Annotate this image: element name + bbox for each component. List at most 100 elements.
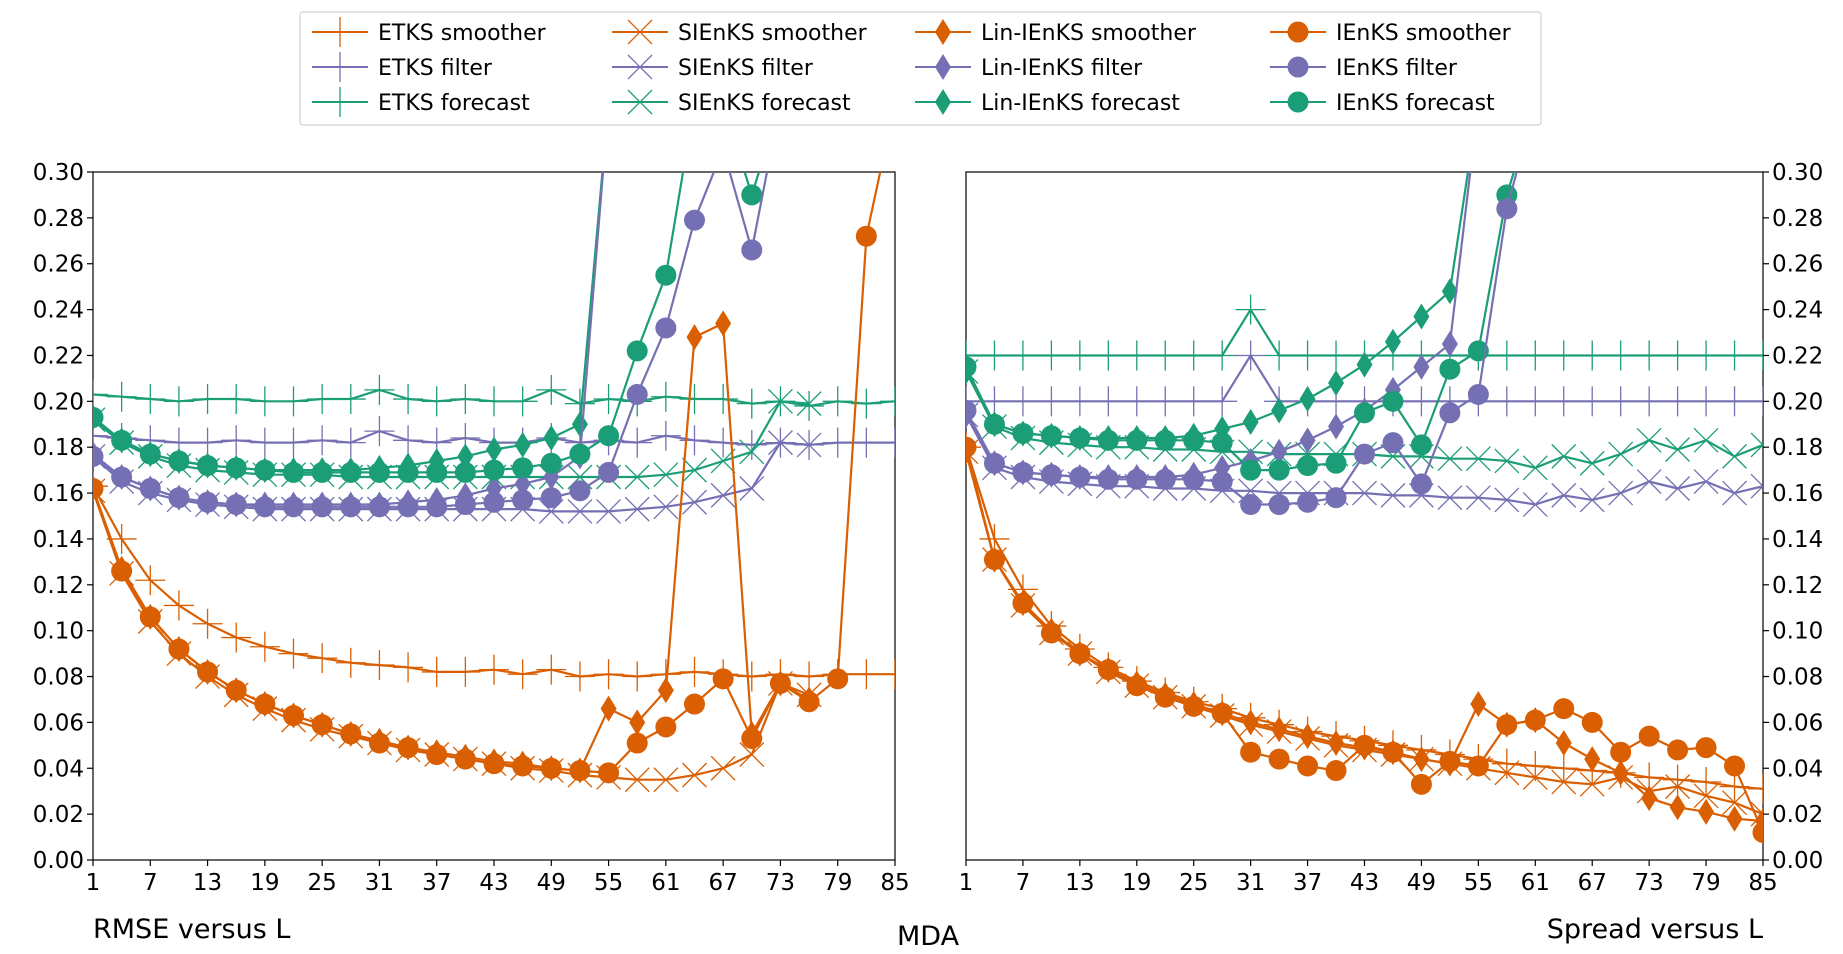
point-sienks-forecast-b <box>796 391 822 417</box>
point-ienks-smoother-shape <box>311 714 333 736</box>
point-ienks-forecast-shape <box>598 425 620 447</box>
point-ienks-smoother-shape <box>769 672 791 694</box>
right-xtick-label: 55 <box>1464 870 1493 896</box>
left-xtick-label: 25 <box>308 870 337 896</box>
point-etks-forecast <box>507 386 538 417</box>
point-etks-smoother <box>679 656 710 687</box>
point-ienks-forecast-shape <box>340 461 362 483</box>
point-sienks-smoother <box>1750 801 1763 827</box>
point-sienks-forecast <box>682 457 707 483</box>
point-ienks-smoother-shape <box>1610 741 1632 763</box>
point-sienks-filter-b <box>567 498 593 524</box>
point-ienks-filter-shape <box>1012 461 1034 483</box>
point-etks-filter <box>1748 386 1763 417</box>
point-etks-forecast <box>736 388 767 419</box>
left-ytick-label: 0.08 <box>33 665 84 691</box>
point-ienks-forecast <box>655 264 677 286</box>
legend-label-lin-ienks-filter: Lin-IEnKS filter <box>981 56 1143 81</box>
point-ienks-smoother-shape <box>283 705 304 727</box>
point-ienks-forecast <box>225 457 247 479</box>
point-ienks-forecast <box>1382 390 1404 412</box>
point-ienks-smoother <box>397 737 419 759</box>
right-ytick-label: 0.26 <box>1772 252 1823 278</box>
point-ienks-smoother-shape <box>1154 686 1176 708</box>
point-ienks-smoother-shape <box>655 716 677 738</box>
point-sienks-forecast-a <box>966 370 979 384</box>
right-ytick-label: 0.20 <box>1772 389 1823 415</box>
point-ienks-filter-shape <box>168 487 190 509</box>
point-etks-filter <box>1121 386 1152 417</box>
point-ienks-filter-shape <box>540 487 562 509</box>
point-sienks-filter-b <box>1722 480 1747 506</box>
series-ienks-smoother <box>93 172 882 784</box>
point-lin-ienks-filter-shape <box>1328 413 1345 440</box>
point-ienks-filter <box>139 477 161 499</box>
left-ytick-label: 0.30 <box>33 160 84 186</box>
legend-entry-sienks-filter: SIEnKS filter <box>612 54 814 81</box>
point-ienks-smoother <box>426 744 448 766</box>
point-ienks-smoother <box>254 693 276 715</box>
point-ienks-filter-shape <box>283 496 304 518</box>
point-sienks-smoother-b <box>624 767 650 793</box>
point-ienks-filter <box>741 239 763 261</box>
point-ienks-filter <box>540 487 562 509</box>
point-etks-smoother <box>536 654 567 685</box>
point-ienks-smoother-shape <box>983 549 1005 571</box>
left-xtick-label: 1 <box>86 870 101 896</box>
point-etks-forecast <box>1605 340 1636 371</box>
point-ienks-forecast-shape <box>311 461 333 483</box>
point-ienks-forecast <box>1325 452 1347 474</box>
point-sienks-filter <box>1551 482 1577 508</box>
rmse-panel: 0.00 0.02 0.04 0.06 0.08 0.10 0.12 0.14 0.16 0.18… <box>33 160 910 896</box>
point-sienks-smoother <box>710 755 736 781</box>
right-xtick-label: 43 <box>1350 870 1379 896</box>
point-sienks-filter <box>1494 487 1520 513</box>
point-ienks-filter <box>512 489 534 511</box>
point-etks-filter <box>278 427 309 458</box>
legend-marker-ienks-forecast <box>1287 91 1309 113</box>
left-ytick-label: 0.04 <box>33 756 84 782</box>
left-xtick-label: 7 <box>143 870 158 896</box>
point-ienks-filter-shape <box>598 461 620 483</box>
point-sienks-smoother-b <box>1693 783 1719 809</box>
point-ienks-filter <box>569 480 591 502</box>
point-ienks-forecast-shape <box>1268 459 1290 481</box>
point-ienks-smoother <box>684 693 705 715</box>
point-lin-ienks-smoother-shape <box>1669 794 1686 821</box>
point-lin-ienks-smoother-shape <box>1328 730 1345 757</box>
point-ienks-smoother <box>1069 643 1091 665</box>
point-ienks-smoother-shape <box>426 744 448 766</box>
point-ienks-smoother-shape <box>1069 643 1091 665</box>
point-etks-filter <box>393 425 424 456</box>
point-etks-forecast <box>163 386 194 417</box>
point-ienks-smoother <box>983 549 1005 571</box>
right-ytick-label: 0.00 <box>1772 848 1823 874</box>
point-ienks-filter <box>340 496 362 518</box>
point-etks-filter <box>822 427 853 458</box>
point-ienks-filter-shape <box>966 400 977 422</box>
point-ienks-forecast <box>1410 434 1432 456</box>
point-ienks-smoother <box>139 606 161 628</box>
right-xtick-label: 7 <box>1016 870 1031 896</box>
point-ienks-filter <box>1154 468 1176 490</box>
point-ienks-forecast <box>311 461 333 483</box>
right-ytick-label: 0.28 <box>1772 206 1823 232</box>
point-etks-forecast <box>794 390 825 421</box>
point-etks-smoother <box>249 631 280 662</box>
point-ienks-smoother <box>569 760 591 782</box>
point-ienks-filter <box>1097 468 1119 490</box>
point-sienks-filter-b <box>1465 485 1491 511</box>
point-etks-forecast <box>135 384 166 415</box>
point-ienks-forecast <box>1211 432 1233 454</box>
point-sienks-forecast <box>767 388 793 414</box>
point-ienks-smoother-shape <box>483 753 505 775</box>
left-ytick-label: 0.24 <box>33 298 84 324</box>
point-etks-filter <box>1634 386 1665 417</box>
point-sienks-smoother <box>1579 771 1605 797</box>
point-ienks-forecast-shape <box>1183 429 1205 451</box>
point-etks-smoother <box>1662 764 1693 795</box>
point-ienks-smoother-shape <box>540 757 562 779</box>
legend-label-ienks-forecast: IEnKS forecast <box>1336 91 1495 116</box>
right-xtick-label: 31 <box>1236 870 1265 896</box>
point-etks-smoother <box>1520 750 1551 781</box>
